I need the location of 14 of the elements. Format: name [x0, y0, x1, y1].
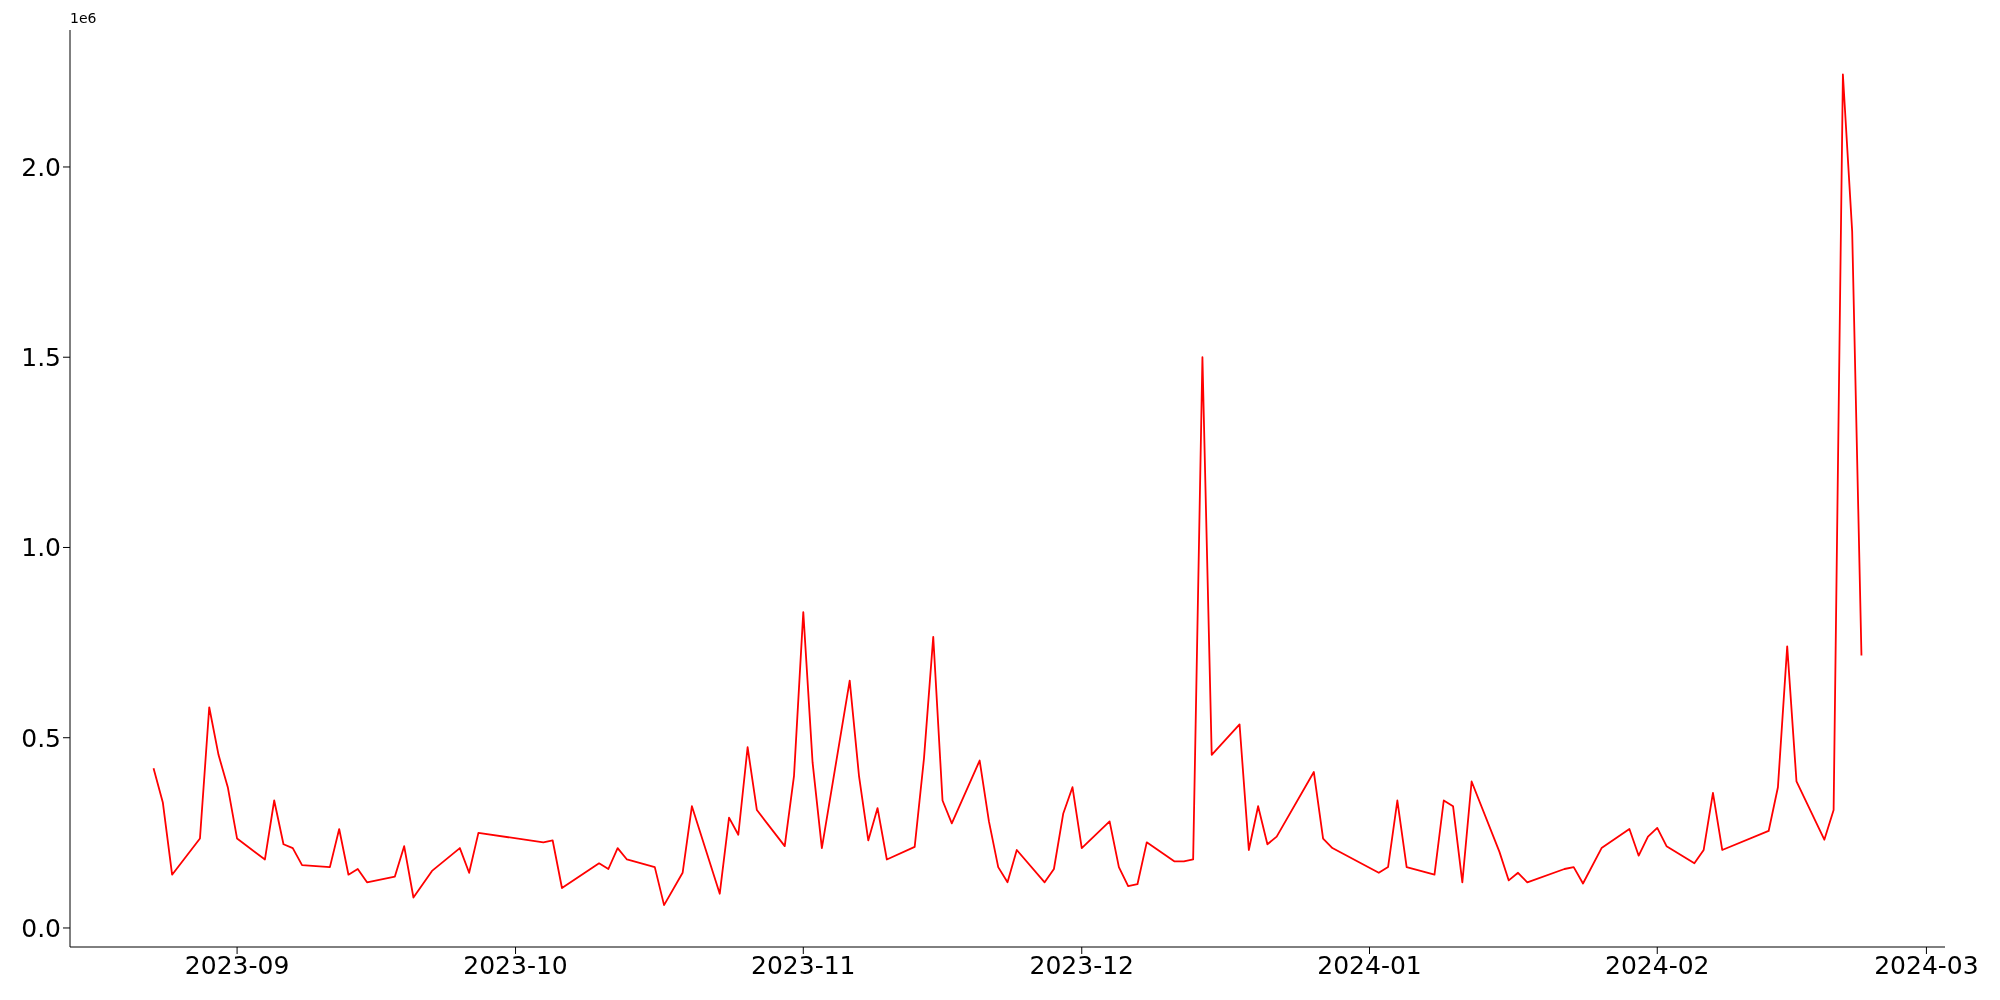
- text: 1e6: [70, 10, 97, 26]
- y-tick-label: 1.5: [21, 343, 61, 373]
- x-tick-label: 2023-11: [751, 950, 856, 980]
- x-tick-label: 2024-03: [1874, 950, 1979, 980]
- y-tick-label: 0.5: [21, 723, 61, 753]
- line-series: [152, 73, 1863, 907]
- x-tick-label: 2023-09: [184, 950, 290, 980]
- y-tick-label: 2.0: [21, 152, 61, 182]
- y-tick-label: 0.0: [21, 913, 61, 943]
- x-tick-label: 2024-01: [1317, 950, 1422, 980]
- y-tick-label: 1.0: [21, 533, 61, 563]
- x-tick-label: 2024-02: [1605, 950, 1710, 980]
- x-tick-label: 2023-10: [463, 950, 568, 980]
- x-tick-label: 2023-12: [1029, 950, 1134, 980]
